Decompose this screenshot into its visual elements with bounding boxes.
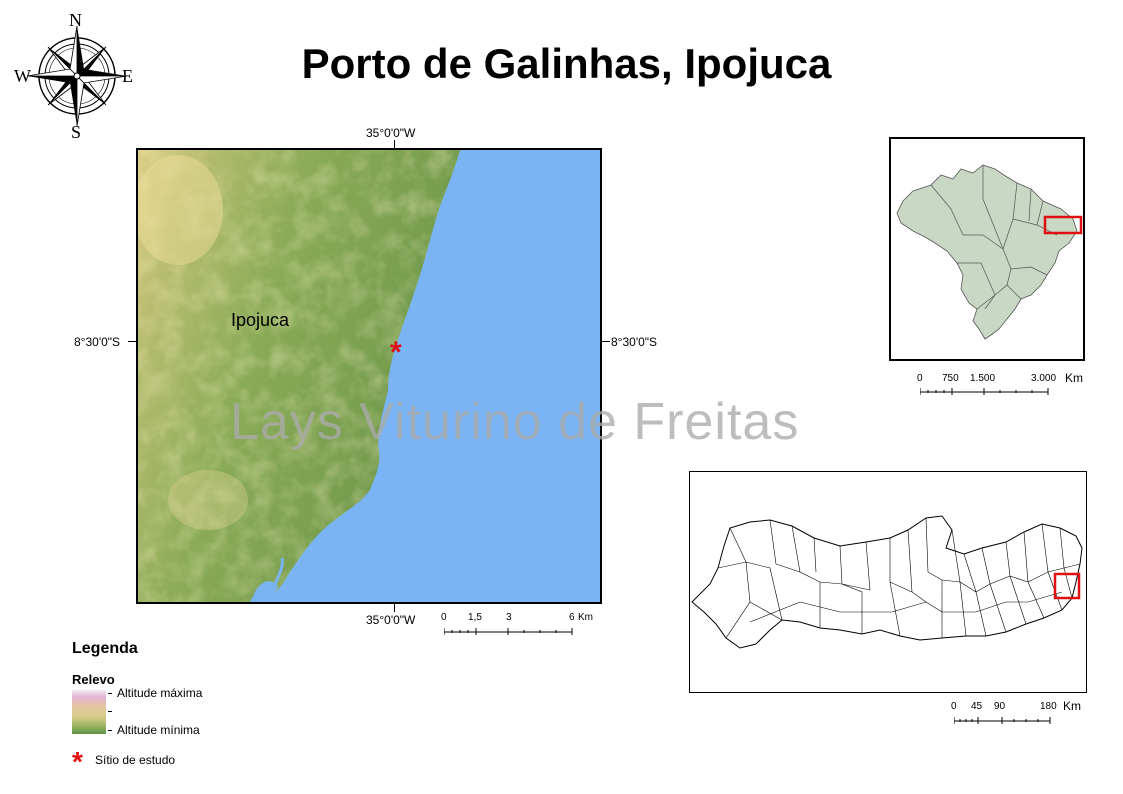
relief-color-ramp [72,690,106,734]
brazil-outline [896,164,1083,340]
tick-left [128,341,137,342]
legend-title: Legenda [72,640,138,657]
scalebar-brazil: 0 750 1.500 3.000 Km [914,371,1089,398]
scale-unit: Km [578,612,593,623]
coord-right: 8°30'0"S [611,335,658,349]
scale-tick-label: 0 [917,373,923,384]
legend-altitude-min: Altitude mínima [117,723,200,737]
relief-map-graphic [138,150,600,602]
compass-rose [14,14,140,144]
watermark: Lays Viturino de Freitas [230,393,800,451]
scale-tick-label: 0 [951,701,957,712]
scale-unit: Km [1065,371,1083,385]
inset-brazil-map[interactable] [889,137,1085,361]
compass-icon [26,25,128,127]
scale-tick-label: 0 [441,612,447,623]
study-site-marker[interactable]: * [390,336,402,369]
scalebar-line [920,388,1049,395]
legend-site-symbol: * [72,746,83,777]
inset-pernambuco-map[interactable] [689,471,1087,693]
legend-relief-title: Relevo [72,672,115,687]
scale-tick-label: 90 [994,701,1006,712]
place-label-ipojuca: Ipojuca [231,310,290,330]
coord-bottom: 35°0'0"W [366,613,416,627]
compass-east: E [122,66,133,86]
scalebar-pernambuco: 0 45 90 180 Km [948,699,1088,728]
tick-top [394,140,395,149]
scale-unit: Km [1063,699,1081,713]
scale-tick-label: 180 [1040,701,1057,712]
scale-tick-label: 45 [971,701,983,712]
map-title: Porto de Galinhas, Ipojuca [301,40,832,87]
scale-tick-label: 750 [942,373,959,384]
compass-north: N [69,10,82,30]
scale-tick-label: 3 [506,612,512,623]
ramp-tick [108,693,112,694]
coord-left: 8°30'0"S [74,335,121,349]
main-relief-map[interactable] [136,148,602,604]
scalebar-line [444,628,573,635]
pernambuco-outline [691,515,1083,649]
compass-west: W [14,66,31,86]
inset-highlight-box [1043,215,1083,235]
scalebar-main: 0 1,5 3 6 Km [440,612,600,638]
scale-tick-label: 1.500 [970,373,996,384]
inset-highlight-box [1053,572,1081,600]
legend-altitude-max: Altitude máxima [117,686,203,700]
scalebar-line [954,717,1051,724]
ramp-tick [108,711,112,712]
legend-site-label: Sítio de estudo [95,753,176,767]
tick-right [601,341,610,342]
ramp-tick [108,730,112,731]
compass-south: S [71,122,82,142]
coord-top: 35°0'0"W [366,126,416,140]
scale-tick-label: 6 [569,612,575,623]
scale-tick-label: 3.000 [1031,373,1057,384]
tick-bottom [394,603,395,612]
scale-tick-label: 1,5 [468,612,482,623]
